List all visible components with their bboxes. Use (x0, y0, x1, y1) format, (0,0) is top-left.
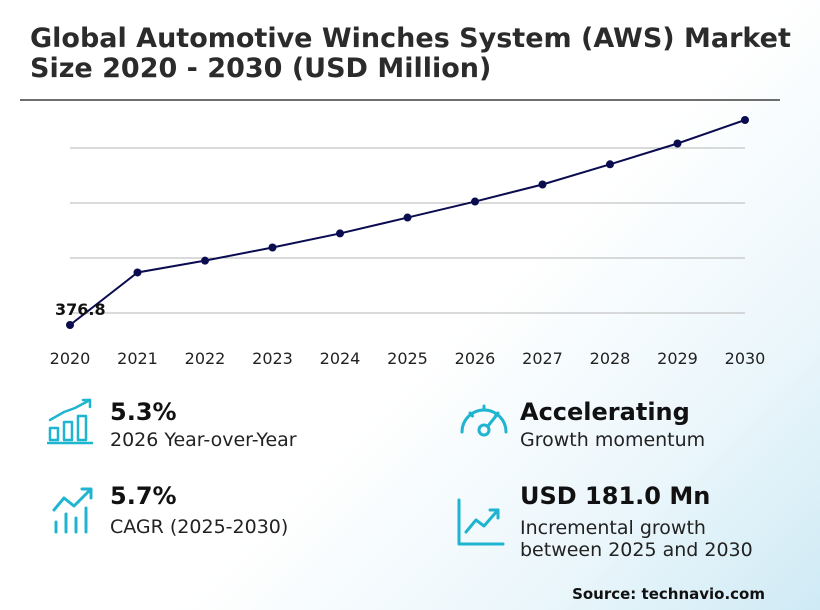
x-tick-label-2030: 2030 (725, 349, 766, 368)
gridlines (70, 147, 745, 314)
title-divider (20, 99, 780, 101)
data-point-2026 (471, 197, 479, 206)
data-point-2020 (66, 321, 74, 329)
growth-chart-icon (457, 498, 505, 546)
chart-title: Global Automotive Winches System (AWS) M… (30, 24, 820, 84)
source-credit: Source: technavio.com (572, 585, 765, 603)
data-point-2028 (606, 160, 614, 169)
stat-incremental-label-line2: between 2025 and 2030 (520, 539, 753, 561)
chart-title-line1: Global Automotive Winches System (AWS) M… (30, 23, 791, 54)
x-tick-label-2022: 2022 (185, 349, 226, 368)
stat-incremental-label: Incremental growth between 2025 and 2030 (520, 517, 753, 561)
series-line (69, 119, 746, 326)
stat-yoy: 5.3% 2026 Year-over-Year (47, 398, 367, 458)
x-tick-label-2026: 2026 (455, 349, 496, 368)
stat-momentum-value: Accelerating (520, 398, 690, 426)
data-point-2027 (538, 180, 547, 189)
x-tick-label-2028: 2028 (590, 349, 631, 368)
stat-cagr-label: CAGR (2025-2030) (110, 516, 289, 538)
stat-incremental: USD 181.0 Mn Incremental growth between … (456, 482, 786, 572)
data-labels: 376.8 (55, 300, 106, 319)
x-tick-label-2029: 2029 (657, 349, 698, 368)
data-point-2021 (133, 268, 142, 277)
x-tick-label-2023: 2023 (252, 349, 293, 368)
trend-bars-icon (52, 487, 93, 534)
chart-title-line2: Size 2020 - 2030 (USD Million) (30, 53, 492, 84)
data-point-2022 (201, 256, 209, 265)
data-label-2020: 376.8 (55, 300, 106, 319)
stat-incremental-value: USD 181.0 Mn (520, 482, 711, 510)
x-tick-label-2025: 2025 (387, 349, 428, 368)
x-tick-label-2021: 2021 (117, 349, 158, 368)
data-points (66, 116, 749, 329)
x-tick-label-2020: 2020 (50, 349, 91, 368)
x-tick-label-2024: 2024 (320, 349, 361, 368)
stat-momentum-label: Growth momentum (520, 429, 706, 451)
stat-incremental-label-line1: Incremental growth (520, 517, 706, 539)
data-point-2024 (336, 229, 344, 238)
data-point-2025 (403, 213, 412, 222)
x-axis-tick-labels: 2020 2021 2022 2023 2024 2025 2026 2027 2028 2029… (50, 349, 766, 368)
data-point-2030 (741, 116, 749, 124)
stat-yoy-value: 5.3% (110, 398, 177, 426)
x-tick-label-2027: 2027 (522, 349, 563, 368)
stat-yoy-label: 2026 Year-over-Year (110, 429, 297, 451)
stat-cagr: 5.7% CAGR (2025-2030) (52, 482, 372, 542)
data-point-2023 (268, 243, 277, 252)
stat-cagr-value: 5.7% (110, 482, 177, 510)
data-point-2029 (673, 139, 682, 148)
bar-chart-icon (47, 398, 94, 445)
line-chart: 2020 2021 2022 2023 2024 2025 2026 2027 2028 2029… (50, 116, 766, 368)
speedometer-icon (460, 404, 508, 437)
stat-momentum: Accelerating Growth momentum (458, 398, 778, 458)
